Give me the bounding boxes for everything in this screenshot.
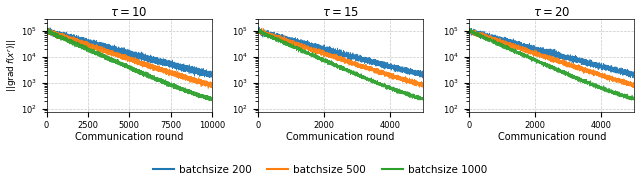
Title: $\tau = 15$: $\tau = 15$ [322,6,359,19]
Legend: batchsize 200, batchsize 500, batchsize 1000: batchsize 200, batchsize 500, batchsize … [148,160,492,179]
Title: $\tau = 20$: $\tau = 20$ [533,6,571,19]
Title: $\tau = 10$: $\tau = 10$ [110,6,148,19]
Y-axis label: $||\mathrm{grad}\, f(x^r)||$: $||\mathrm{grad}\, f(x^r)||$ [6,38,19,92]
X-axis label: Communication round: Communication round [75,132,184,142]
X-axis label: Communication round: Communication round [286,132,395,142]
X-axis label: Communication round: Communication round [497,132,606,142]
